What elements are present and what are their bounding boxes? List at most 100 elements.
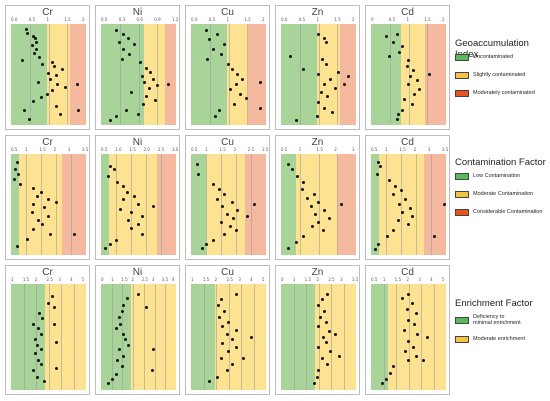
gridline <box>116 154 117 255</box>
tick-label: 1.5 <box>129 147 136 152</box>
gridline <box>157 24 159 125</box>
tick-label: 1.5 <box>244 17 251 22</box>
data-point <box>114 115 118 119</box>
data-point <box>327 217 331 221</box>
data-point <box>384 34 388 38</box>
tick-label: 4 <box>172 277 175 282</box>
data-point <box>43 380 47 384</box>
data-point <box>408 75 412 79</box>
gridline <box>253 284 255 390</box>
data-point <box>302 180 305 184</box>
gridline <box>48 284 50 390</box>
data-point <box>215 375 219 379</box>
chart-panel-cd: Cd 0 0.5 1 1.5 2 <box>365 5 450 130</box>
data-point <box>143 81 146 85</box>
panel-title: Cr <box>42 7 53 18</box>
gridline <box>216 284 217 390</box>
data-point <box>118 40 122 44</box>
data-point <box>212 239 215 243</box>
data-point <box>324 320 328 324</box>
data-point <box>114 372 118 376</box>
tick-label: 1 <box>25 147 28 152</box>
data-point <box>125 297 129 301</box>
data-point <box>208 380 212 384</box>
data-point <box>45 93 49 97</box>
legend-swatch <box>455 209 469 216</box>
data-point <box>110 377 114 381</box>
tick-label: 4 <box>430 277 433 282</box>
data-point <box>377 243 380 247</box>
data-point <box>48 233 52 237</box>
tick-label: 0.0 <box>281 17 288 22</box>
class-band <box>11 24 47 125</box>
data-point <box>223 310 227 314</box>
panel-title: Zn <box>311 267 324 278</box>
data-point <box>141 103 145 107</box>
data-point <box>206 57 209 61</box>
tick-label: 2 <box>316 277 320 282</box>
legend-item: Moderate Contamination <box>455 191 533 198</box>
data-point <box>43 206 47 210</box>
data-point <box>225 213 229 217</box>
data-point <box>33 36 37 40</box>
data-point <box>212 47 215 51</box>
tick-label: 2.5 <box>247 147 255 152</box>
data-point <box>204 243 208 247</box>
data-point <box>104 247 107 251</box>
data-point <box>53 305 56 309</box>
data-point <box>314 213 317 217</box>
legend-title: Enrichment Factor <box>455 298 533 309</box>
data-point <box>227 320 230 324</box>
data-point <box>13 177 17 181</box>
data-point <box>317 101 320 105</box>
data-point <box>126 219 130 223</box>
tick-label: 3.5 <box>82 147 89 152</box>
gridline <box>431 154 432 255</box>
gridline <box>154 284 156 390</box>
legend-label: Uncontaminated <box>473 54 514 61</box>
class-band <box>281 24 317 125</box>
data-point <box>75 83 79 87</box>
data-point <box>395 118 399 122</box>
class-band <box>44 284 86 390</box>
legend-item: Deficiency to minimal enrichment <box>455 314 521 327</box>
data-point <box>399 188 403 192</box>
data-point <box>132 42 136 46</box>
data-point <box>122 184 125 188</box>
data-point <box>302 235 305 239</box>
data-point <box>309 205 313 209</box>
class-band <box>281 284 315 390</box>
tick-label: 1 <box>292 277 296 282</box>
data-point <box>36 81 40 85</box>
data-point <box>140 215 144 219</box>
data-point <box>388 178 392 182</box>
gridline <box>408 284 410 390</box>
legend-item: Low Contamination <box>455 173 520 180</box>
data-point <box>401 44 404 48</box>
data-point <box>155 84 159 88</box>
gridline <box>427 24 429 125</box>
chart-panel-cr: Cr 1 1.5 2 2.5 3 4 5 <box>5 265 90 395</box>
gridline <box>396 284 397 390</box>
data-point <box>231 217 235 221</box>
tick-label: 3.5 <box>262 147 269 152</box>
chart-panel-zn: Zn 0 1 1.5 2 2.5 3 3.5 <box>275 265 360 395</box>
class-band <box>296 154 338 255</box>
class-band <box>281 154 296 255</box>
data-point <box>36 327 40 331</box>
data-point <box>53 322 56 326</box>
data-point <box>393 184 397 188</box>
tick-label: 1 <box>382 277 386 282</box>
tick-label: 2.5 <box>46 277 53 282</box>
gridline <box>421 284 422 390</box>
data-point <box>416 333 419 337</box>
data-point <box>137 113 140 117</box>
data-point <box>327 330 331 334</box>
data-point <box>392 365 395 369</box>
class-band <box>401 24 425 125</box>
data-point <box>317 221 320 225</box>
tick-label: 2 <box>82 17 85 22</box>
tick-label: 0.5 <box>371 147 378 152</box>
legend-item: Considerable Contamination <box>455 209 542 216</box>
data-point <box>39 348 43 352</box>
